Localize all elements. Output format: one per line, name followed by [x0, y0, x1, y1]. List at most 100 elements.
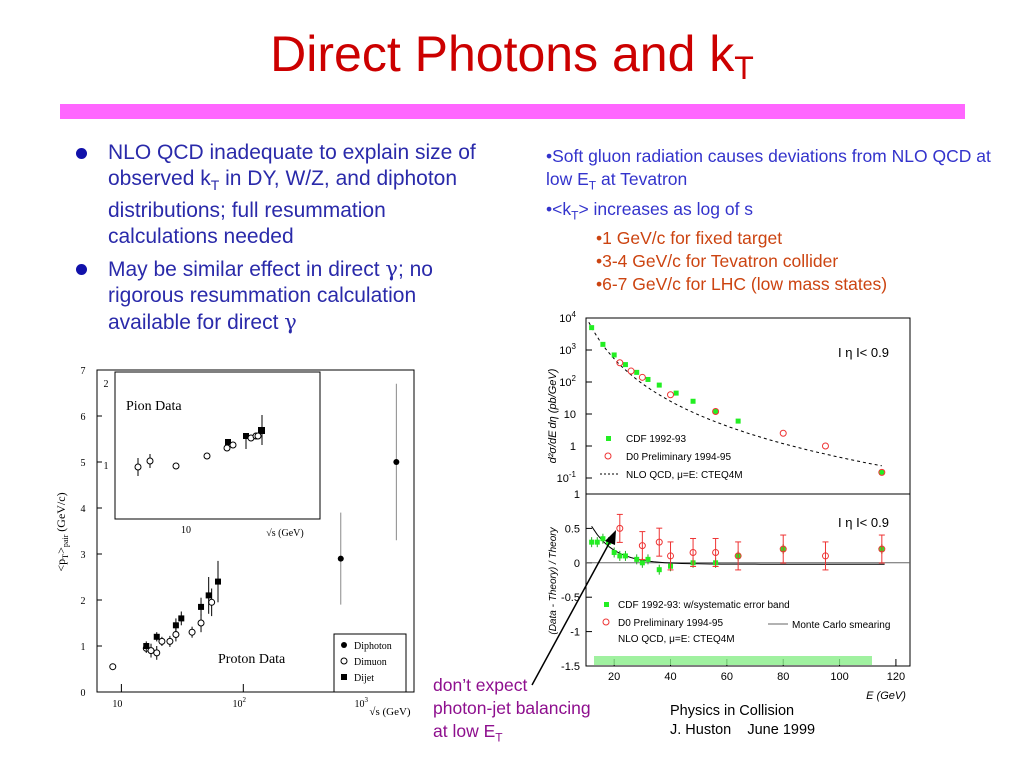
dijet-point — [198, 603, 205, 610]
d0-point — [689, 548, 697, 556]
d0-point — [712, 548, 720, 556]
y-tick-label: 2 — [81, 596, 86, 607]
legend-label: NLO QCD, μ=E: CTEQ4M — [618, 634, 735, 645]
dimuon-point — [153, 649, 161, 657]
cdf-point — [690, 398, 696, 404]
y-axis-ticks: 0 1 2 3 4 5 6 7 — [81, 366, 102, 699]
dimuon-point — [158, 637, 166, 645]
x-axis-label: E (GeV) — [866, 690, 906, 702]
diphoton-point — [337, 555, 344, 562]
dimuon-point — [188, 628, 196, 636]
cdf-point — [673, 390, 679, 396]
d0-point — [734, 552, 742, 560]
x-tick-label: 100 — [830, 671, 848, 683]
legend-label: D0 Preliminary 1994-95 — [618, 618, 723, 629]
inset-x-tick: 10 — [181, 525, 191, 536]
y-axis-label: <pT>pair (GeV/c) — [54, 492, 70, 571]
y-tick-label: 10 — [564, 409, 576, 421]
dimuon-point — [166, 637, 174, 645]
d0-point — [712, 407, 720, 415]
plot-frame — [96, 369, 415, 693]
note-line: •<kT> increases as log of s — [546, 198, 754, 223]
diphoton-point — [393, 459, 400, 465]
d0-point — [638, 542, 646, 550]
bullet-dot-icon — [76, 148, 87, 159]
cdf-point — [713, 408, 719, 414]
cdf-point — [634, 556, 640, 562]
dijet-point — [178, 615, 185, 622]
cdf-point — [645, 556, 651, 562]
note-line: •1 GeV/c for fixed target — [596, 228, 783, 248]
y-tick-label: 5 — [81, 458, 86, 469]
d0-point — [627, 367, 635, 375]
page-title: Direct Photons and kT — [270, 26, 754, 86]
x-tick-label: 40 — [664, 671, 676, 683]
annotation-text: don’t expect photon-jet balancing at low… — [433, 675, 591, 745]
right-notes: •Soft gluon radiation causes deviations … — [546, 145, 1006, 296]
cdf-point — [589, 325, 595, 331]
legend-label: Monte Carlo smearing — [792, 620, 890, 631]
d0-point — [638, 373, 646, 381]
cdf-point — [622, 362, 628, 368]
legend: Diphoton Dimuon Dijet — [333, 633, 407, 693]
cdf-point — [634, 369, 640, 375]
legend-label: CDF 1992-93: w/systematic error band — [618, 600, 790, 611]
inset-x-label: √s (GeV) — [266, 528, 303, 539]
nlo-curve — [588, 322, 882, 467]
dijet-point — [143, 643, 150, 649]
y-tick-label: -0.5 — [561, 592, 580, 604]
dimuon-point — [172, 631, 180, 638]
top-legend: CDF 1992-93 D0 Preliminary 1994-95 NLO Q… — [600, 434, 743, 481]
y-tick-label: 1 — [574, 489, 580, 501]
cdf-point — [622, 553, 628, 559]
cdf-point — [600, 341, 606, 347]
inset-frame — [114, 371, 321, 520]
cdf-point — [879, 469, 885, 475]
d0-point — [655, 538, 663, 546]
d0-point — [878, 545, 886, 553]
legend-label: D0 Preliminary 1994-95 — [626, 452, 731, 463]
bottom-panel-frame — [585, 493, 911, 667]
dijet-point — [214, 578, 221, 585]
bottom-legend: CDF 1992-93: w/systematic error band D0 … — [602, 600, 890, 645]
inset-y-tick: 1 — [104, 461, 109, 472]
bullet-item: NLO QCD inadequate to explain size of ob… — [70, 140, 500, 250]
dijet-point — [153, 633, 160, 640]
y-tick-label: 3 — [81, 550, 86, 561]
dimuon-point — [147, 647, 155, 655]
cdf-point — [645, 376, 651, 382]
y-tick-label: -1 — [570, 627, 580, 639]
legend-label: Dijet — [354, 673, 374, 684]
d0-point — [667, 552, 675, 560]
y-tick-label: 1 — [570, 441, 576, 453]
legend-label: Diphoton — [354, 641, 392, 652]
bottom-eta-label: I η I< 0.9 — [838, 515, 889, 530]
x-tick-label: 120 — [887, 671, 905, 683]
dijet-point — [205, 592, 212, 599]
cdf-point — [611, 352, 617, 358]
x-axis-label: √s (GeV) — [369, 706, 411, 718]
y-tick-label: 7 — [81, 366, 86, 377]
cdf-point — [589, 539, 595, 545]
bullet-list: NLO QCD inadequate to explain size of ob… — [70, 140, 500, 342]
y-tick-label: 6 — [81, 412, 86, 423]
credit: Physics in Collision J. Huston June 1999 — [670, 703, 816, 738]
dimuon-point — [197, 619, 205, 627]
d0-point — [821, 442, 829, 450]
cdf-point — [611, 549, 617, 555]
dijet-point — [172, 622, 179, 629]
bottom-y-ticks: 1 0.5 0 -0.5 -1 -1.5 — [561, 489, 592, 673]
inset-title: Pion Data — [126, 399, 182, 414]
top-eta-label: I η I< 0.9 — [838, 345, 889, 360]
inset-points — [134, 415, 265, 476]
inset-y-tick: 2 — [104, 379, 109, 390]
bottom-points — [589, 513, 886, 575]
x-tick-label: 20 — [608, 671, 620, 683]
x-tick-label: 60 — [721, 671, 733, 683]
bullet-item: May be similar effect in direct γ; no ri… — [70, 256, 500, 336]
y-tick-label: 0 — [574, 558, 580, 570]
d0-point — [779, 545, 787, 553]
note-line: •3-4 GeV/c for Tevatron collider — [596, 251, 839, 271]
